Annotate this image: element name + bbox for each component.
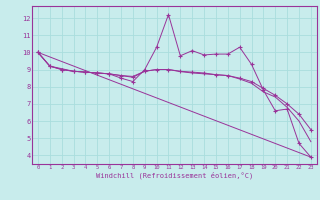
- X-axis label: Windchill (Refroidissement éolien,°C): Windchill (Refroidissement éolien,°C): [96, 172, 253, 179]
